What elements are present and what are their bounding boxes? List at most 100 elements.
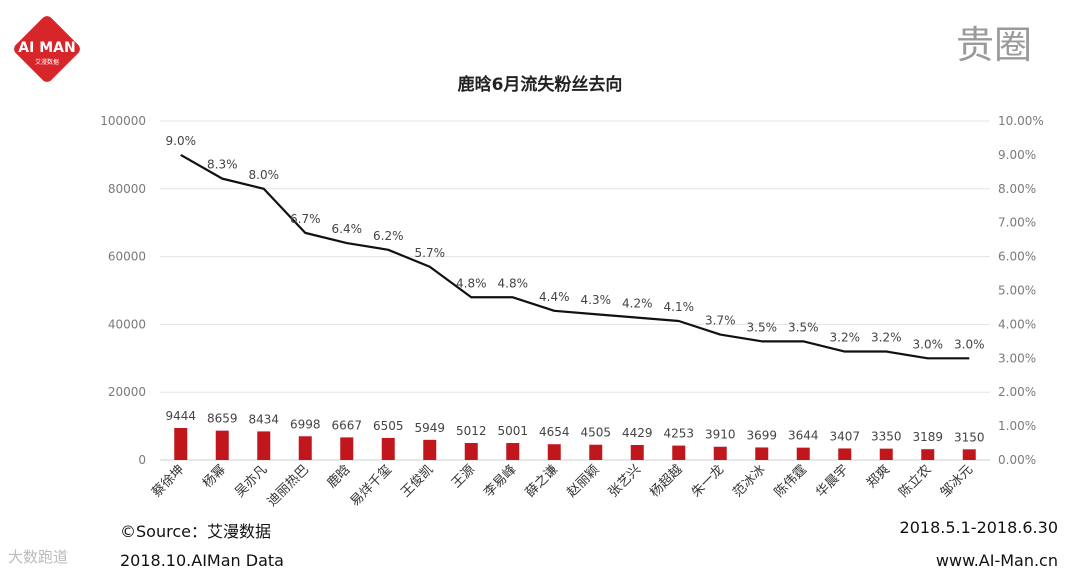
bar bbox=[879, 448, 893, 460]
category-label: 李易峰 bbox=[481, 462, 519, 500]
category-label: 杨幂 bbox=[200, 462, 229, 491]
y-left-tick-label: 60000 bbox=[108, 250, 146, 264]
line-point-label: 4.3% bbox=[581, 293, 612, 307]
bar-value-label: 3350 bbox=[871, 430, 902, 444]
bar-value-label: 3699 bbox=[746, 428, 777, 442]
line-point-label: 3.0% bbox=[954, 337, 985, 351]
line-point-label: 3.2% bbox=[830, 331, 861, 345]
bar-value-label: 9444 bbox=[165, 409, 196, 423]
bar bbox=[713, 446, 727, 460]
brand-mark-logo: 贵圈 bbox=[956, 23, 1032, 67]
y-right-tick-label: 8.00% bbox=[998, 182, 1036, 196]
line-point-label: 4.8% bbox=[498, 276, 529, 290]
y-right-tick-label: 6.00% bbox=[998, 250, 1036, 264]
y-right-tick-label: 7.00% bbox=[998, 216, 1036, 230]
category-label: 张艺兴 bbox=[606, 462, 644, 500]
line-point-label: 6.2% bbox=[373, 229, 404, 243]
line-layer bbox=[180, 153, 970, 360]
bar-value-label: 8434 bbox=[248, 412, 279, 426]
bar bbox=[423, 439, 437, 460]
y-left-tick-label: 80000 bbox=[108, 182, 146, 196]
bar-value-label: 6998 bbox=[290, 417, 321, 431]
y-left-tick-label: 40000 bbox=[108, 317, 146, 331]
category-label: 易烊千玺 bbox=[348, 462, 395, 509]
bar bbox=[298, 436, 312, 460]
bar-value-label: 5012 bbox=[456, 424, 487, 438]
bar bbox=[215, 430, 229, 460]
category-label: 陈伟霆 bbox=[771, 462, 810, 501]
bar-value-label: 8659 bbox=[207, 412, 238, 426]
line-point-label: 3.7% bbox=[705, 314, 736, 328]
bar-value-label: 3644 bbox=[788, 429, 819, 443]
share-line bbox=[180, 153, 970, 360]
logo-subtext: 艾漫数据 bbox=[35, 58, 59, 66]
bar bbox=[796, 447, 810, 460]
category-label: 陈立农 bbox=[896, 462, 935, 501]
category-label: 郑爽 bbox=[864, 462, 893, 491]
line-point-label: 8.3% bbox=[207, 158, 238, 172]
y-right-tick-label: 1.00% bbox=[998, 419, 1036, 433]
bar bbox=[921, 449, 935, 460]
category-label: 朱一龙 bbox=[689, 462, 727, 500]
category-label: 王俊凯 bbox=[398, 462, 436, 500]
line-point-label: 3.0% bbox=[913, 337, 944, 351]
y-right-tick-label: 3.00% bbox=[998, 351, 1036, 365]
line-point-label: 6.4% bbox=[332, 222, 363, 236]
line-point-label: 4.2% bbox=[622, 297, 653, 311]
line-point-label: 9.0% bbox=[166, 134, 197, 148]
chart-title: 鹿晗6月流失粉丝去向 bbox=[457, 75, 623, 95]
labels-layer: 9444 8659 8434 6998 6667 6505 5949 5012 5001 4654… bbox=[149, 134, 984, 510]
y-left-tick-label: 100000 bbox=[100, 114, 146, 128]
bar-value-label: 4429 bbox=[622, 426, 653, 440]
category-label: 迪丽热巴 bbox=[265, 462, 312, 509]
watermark-tag: 大数跑道 bbox=[8, 548, 69, 566]
bar bbox=[589, 444, 603, 460]
bar-value-label: 6667 bbox=[331, 418, 362, 432]
category-label: 鹿晗 bbox=[324, 462, 354, 492]
category-label: 邹冰元 bbox=[937, 462, 976, 501]
y-right-tick-label: 4.00% bbox=[998, 317, 1036, 331]
line-point-label: 8.0% bbox=[249, 168, 280, 182]
bar-value-label: 5001 bbox=[497, 424, 528, 438]
bar bbox=[506, 443, 520, 460]
category-label: 王源 bbox=[449, 462, 478, 491]
y-right-tick-label: 2.00% bbox=[998, 385, 1036, 399]
bar-value-label: 6505 bbox=[373, 419, 404, 433]
source-note: ©Source：艾漫数据 bbox=[120, 522, 271, 541]
category-label: 蔡徐坤 bbox=[149, 462, 187, 500]
brand-mark-text: 贵圈 bbox=[956, 23, 1032, 67]
bar bbox=[547, 444, 561, 460]
y-right-tick-label: 9.00% bbox=[998, 148, 1036, 162]
line-point-label: 4.4% bbox=[539, 290, 570, 304]
bar-value-label: 4253 bbox=[663, 427, 694, 441]
line-point-label: 6.7% bbox=[290, 212, 321, 226]
bar-value-label: 3150 bbox=[954, 430, 985, 444]
bar bbox=[257, 431, 271, 460]
aiman-logo: AI MAN 艾漫数据 bbox=[14, 16, 80, 82]
category-label: 薛之谦 bbox=[523, 462, 561, 500]
category-label: 华晨宇 bbox=[813, 462, 851, 500]
bar-value-label: 3189 bbox=[912, 430, 943, 444]
bar-value-label: 3910 bbox=[705, 428, 736, 442]
category-label: 赵丽颖 bbox=[564, 462, 602, 500]
bar-value-label: 5949 bbox=[414, 421, 445, 435]
line-point-label: 3.5% bbox=[788, 320, 819, 334]
category-label: 杨超越 bbox=[647, 462, 685, 500]
bar-value-label: 3407 bbox=[829, 429, 860, 443]
bar bbox=[672, 445, 686, 460]
bar bbox=[755, 447, 769, 460]
y-right-tick-label: 0.00% bbox=[998, 453, 1036, 467]
y-left-tick-label: 20000 bbox=[108, 385, 146, 399]
bar bbox=[630, 444, 644, 460]
bars-layer bbox=[174, 427, 976, 460]
y-left-tick-label: 0 bbox=[138, 453, 146, 467]
bar bbox=[962, 449, 976, 460]
bar-value-label: 4505 bbox=[580, 426, 611, 440]
line-point-label: 5.7% bbox=[415, 246, 446, 260]
y-right-tick-label: 5.00% bbox=[998, 284, 1036, 298]
footer-data-credit: 2018.10.AIMan Data bbox=[120, 551, 284, 570]
grid-layer: 0 20000 40000 60000 80000 100000 0.00% 1.00% 2.0… bbox=[100, 114, 1044, 467]
bar bbox=[340, 437, 354, 460]
logo-text: AI MAN bbox=[18, 40, 75, 56]
